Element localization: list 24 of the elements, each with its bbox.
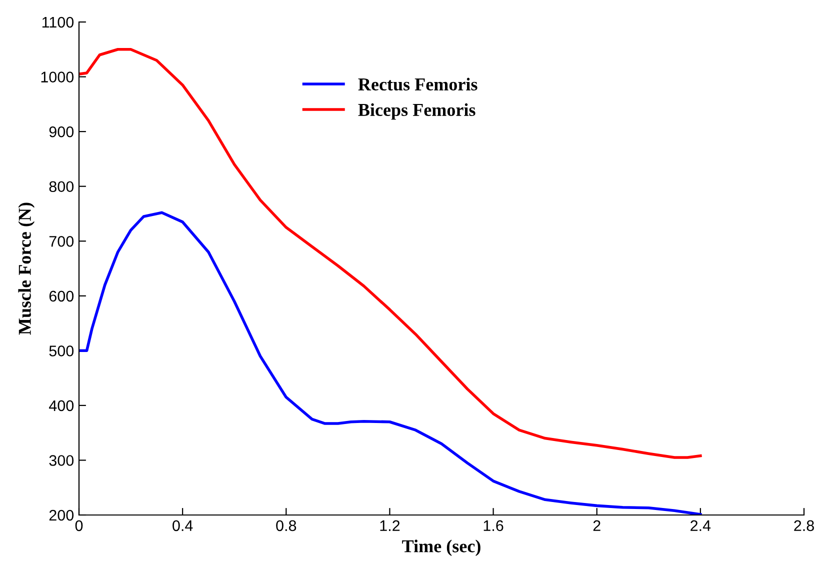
line-series	[79, 48, 702, 459]
y-tick-label: 300	[49, 455, 74, 466]
y-tick-label: 1000	[41, 72, 74, 82]
y-tick-label: 200	[49, 510, 74, 521]
y-tick-label: 400	[49, 400, 74, 412]
x-tick-label: 2.4	[690, 520, 711, 531]
x-axis-title: Time (sec)	[402, 540, 480, 556]
x-tick-label: 2.8	[794, 520, 814, 532]
x-tick-label: 0	[75, 520, 83, 532]
x-tick-label: 2	[593, 520, 600, 531]
y-tick-label: 800	[49, 181, 74, 192]
y-tick-label: 1100	[42, 16, 74, 28]
x-tick-label: 1.2	[380, 520, 400, 531]
x-tick-label: 0.8	[276, 520, 296, 532]
y-axis-title: Muscle Force (N)	[18, 202, 35, 335]
x-tick-label: 0.4	[172, 520, 193, 532]
y-tick-label: 700	[49, 236, 74, 247]
y-tick-label: 500	[49, 346, 74, 356]
line-series	[79, 211, 702, 515]
legend-label: Biceps Femoris	[358, 103, 476, 120]
y-tick-label: 600	[49, 290, 74, 302]
y-tick-label: 900	[49, 126, 74, 138]
legend-label: Rectus Femoris	[358, 78, 478, 91]
x-tick-label: 1.6	[484, 520, 504, 532]
